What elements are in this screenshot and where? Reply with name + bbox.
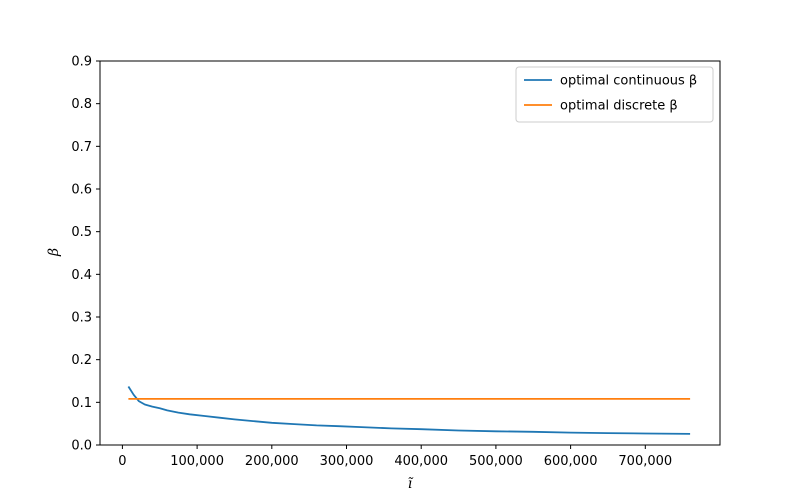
y-tick-label: 0.9 (71, 55, 92, 70)
legend: optimal continuous β optimal discrete β (515, 66, 714, 123)
x-tick-label: 300,000 (320, 454, 374, 469)
legend-box (515, 66, 714, 123)
y-tick-label: 0.0 (71, 439, 92, 454)
x-tick-label: 100,000 (170, 454, 224, 469)
y-tick-label: 0.7 (71, 140, 92, 155)
x-tick-label: 400,000 (394, 454, 448, 469)
y-axis-label: β (46, 248, 62, 257)
x-tick-label: 200,000 (245, 454, 299, 469)
x-axis-label: ĩ (408, 476, 414, 492)
plot-frame (99, 60, 721, 446)
y-tick-label: 0.5 (71, 225, 92, 240)
y-tick-label: 0.4 (71, 268, 92, 283)
series-layer (127, 386, 691, 435)
y-tick-label: 0.6 (71, 183, 92, 198)
legend-entry-1: optimal discrete β (560, 99, 678, 114)
y-tick-label: 0.8 (71, 97, 92, 112)
y-tick-label: 0.3 (71, 311, 92, 326)
y-tick-label: 0.2 (71, 353, 92, 368)
x-tick-label: 600,000 (544, 454, 598, 469)
y-axis: 0.0 0.1 0.2 0.3 0.4 0.5 0.6 0.7 0.8 0.9 (71, 55, 100, 454)
x-tick-label: 500,000 (469, 454, 523, 469)
y-tick-label: 0.1 (71, 396, 92, 411)
x-axis: 0 100,000 200,000 300,000 400,000 500,000 600,… (118, 445, 672, 469)
x-tick-label: 0 (118, 454, 126, 469)
legend-entry-0: optimal continuous β (560, 74, 697, 89)
series-line-0 (127, 386, 691, 435)
plot-area (99, 60, 721, 446)
x-tick-label: 700,000 (618, 454, 672, 469)
